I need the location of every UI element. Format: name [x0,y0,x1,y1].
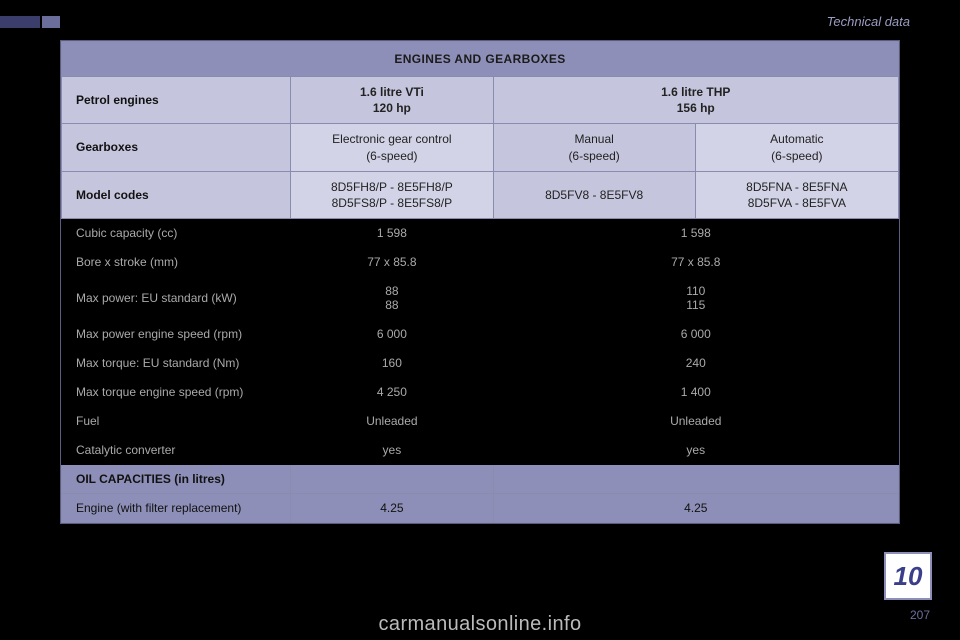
row-label-gearboxes: Gearboxes [62,124,291,171]
spec-value-a: 6 000 [291,320,493,349]
spec-value-bc: Unleaded [493,407,898,436]
spec-table: ENGINES AND GEARBOXES Petrol engines 1.6… [60,40,900,524]
spec-label: Fuel [62,407,291,436]
page-number: 207 [910,608,930,622]
spec-value-bc: 240 [493,349,898,378]
gearbox-manual: Manual (6-speed) [493,124,695,171]
gearbox-auto: Automatic (6-speed) [695,124,898,171]
codes-c: 8D5FNA - 8E5FNA 8D5FVA - 8E5FVA [695,171,898,218]
gearbox-egc: Electronic gear control (6-speed) [291,124,493,171]
spec-value-a: 77 x 85.8 [291,248,493,277]
spec-value-bc: yes [493,436,898,465]
spec-label: Max power: EU standard (kW) [62,277,291,320]
watermark: carmanualsonline.info [379,613,582,636]
spec-label: Bore x stroke (mm) [62,248,291,277]
chapter-badge: 10 [884,552,932,600]
spec-value-a: 4 250 [291,378,493,407]
codes-b: 8D5FV8 - 8E5FV8 [493,171,695,218]
spec-label: Max power engine speed (rpm) [62,320,291,349]
petrol-thp: 1.6 litre THP 156 hp [493,77,898,124]
spec-label: Max torque engine speed (rpm) [62,378,291,407]
spec-value-a: 160 [291,349,493,378]
header-stripe-light [42,16,60,28]
oil-blank-bc [493,465,898,494]
spec-value-bc: 77 x 85.8 [493,248,898,277]
spec-value-bc: 6 000 [493,320,898,349]
spec-label: Catalytic converter [62,436,291,465]
spec-label: Max torque: EU standard (Nm) [62,349,291,378]
row-label-petrol: Petrol engines [62,77,291,124]
engine-filter-bc: 4.25 [493,494,898,523]
spec-value-bc: 110 115 [493,277,898,320]
spec-value-bc: 1 400 [493,378,898,407]
engine-filter-a: 4.25 [291,494,493,523]
row-label-modelcodes: Model codes [62,171,291,218]
spec-value-bc: 1 598 [493,219,898,248]
header-stripe-dark [0,16,40,28]
spec-value-a: Unleaded [291,407,493,436]
petrol-vti: 1.6 litre VTi 120 hp [291,77,493,124]
oil-blank-a [291,465,493,494]
table-title: ENGINES AND GEARBOXES [62,42,899,77]
spec-label: Cubic capacity (cc) [62,219,291,248]
oil-capacities-label: OIL CAPACITIES (in litres) [62,465,291,494]
engine-filter-label: Engine (with filter replacement) [62,494,291,523]
section-label: Technical data [827,14,910,29]
codes-a: 8D5FH8/P - 8E5FH8/P 8D5FS8/P - 8E5FS8/P [291,171,493,218]
spec-value-a: 88 88 [291,277,493,320]
spec-value-a: 1 598 [291,219,493,248]
spec-value-a: yes [291,436,493,465]
